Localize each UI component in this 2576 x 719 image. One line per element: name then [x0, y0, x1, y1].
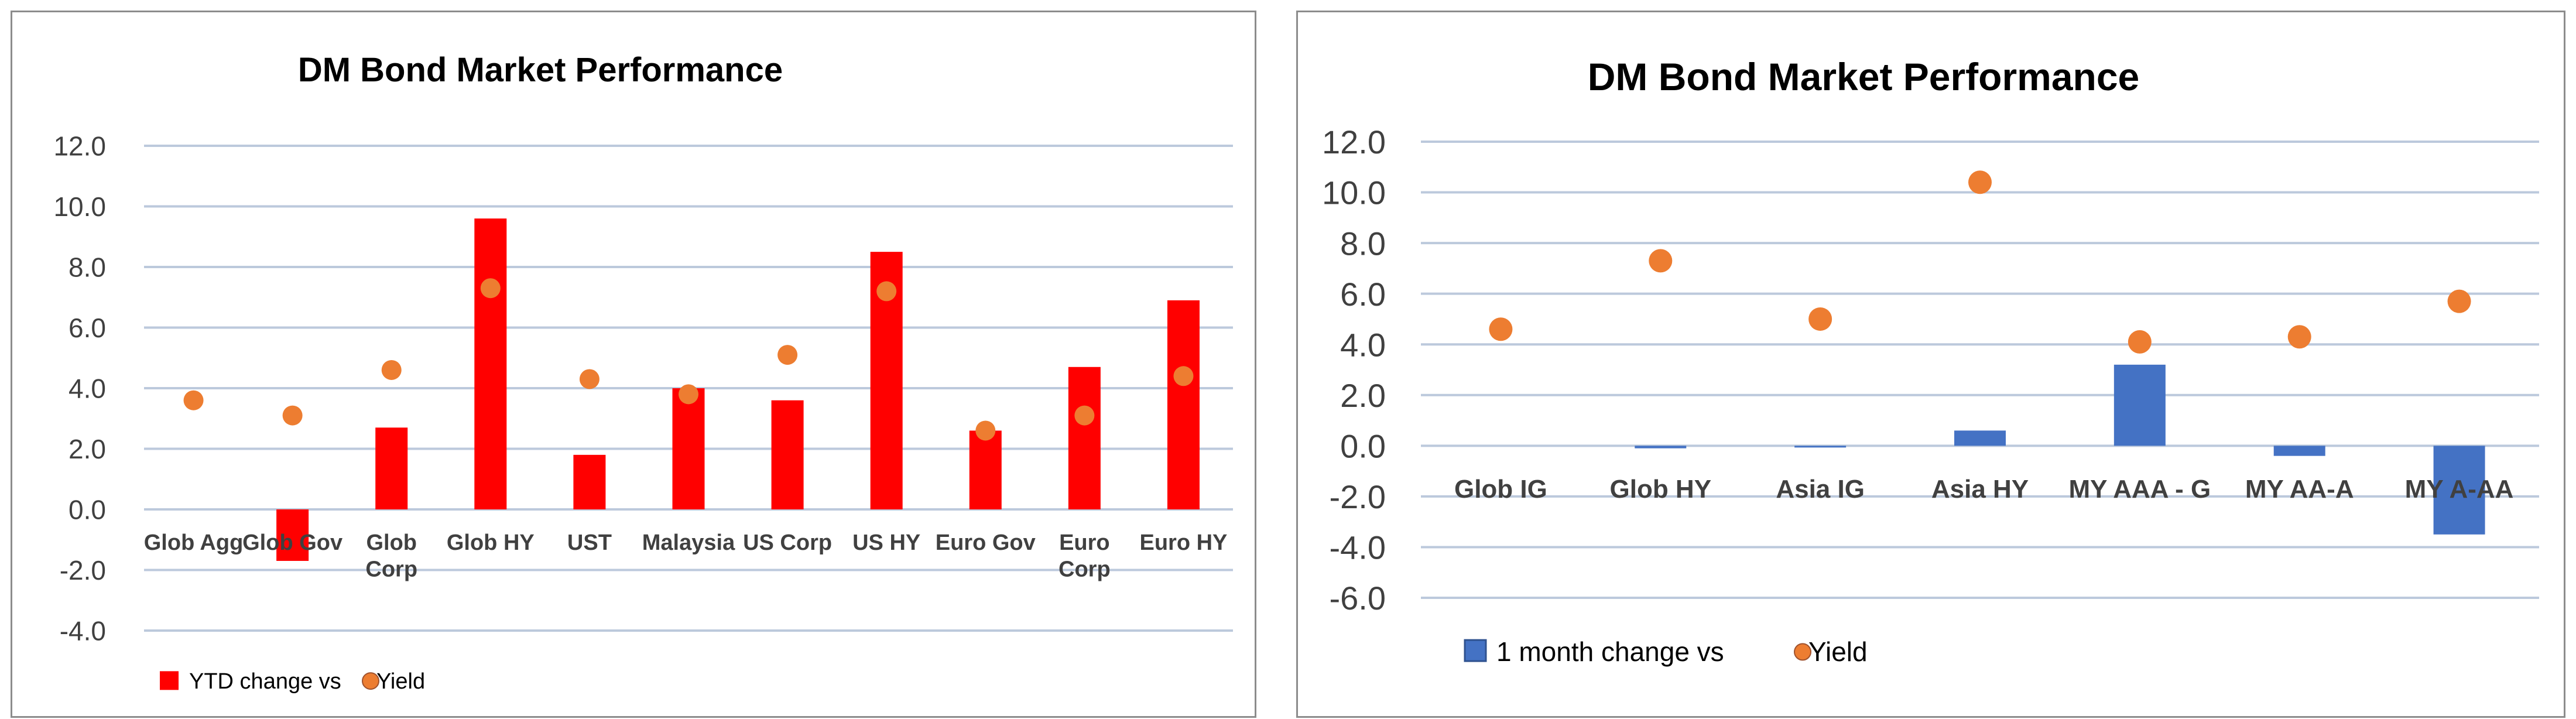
data-point: [1649, 249, 1673, 273]
bar: [375, 427, 408, 509]
legend-marker: [362, 672, 379, 690]
x-tick-label: UST: [567, 530, 612, 555]
data-point: [975, 420, 996, 441]
legend-label: YTD change vs: [189, 669, 341, 694]
y-tick-label: 8.0: [1340, 225, 1386, 262]
y-tick-label: -2.0: [60, 555, 106, 586]
x-tick-label: Glob HY: [1610, 475, 1712, 504]
legend-label: Yield: [1808, 636, 1868, 667]
chart-title: DM Bond Market Performance: [298, 51, 783, 89]
data-point: [1173, 366, 1194, 386]
bar: [276, 509, 309, 561]
y-tick-label: 8.0: [68, 252, 106, 283]
x-tick-label: Malaysia: [642, 530, 735, 555]
x-tick-label: US Corp: [743, 530, 832, 555]
data-point: [777, 345, 798, 365]
y-tick-label: 4.0: [68, 374, 106, 404]
x-tick-label: Euro Corp: [1059, 530, 1111, 582]
y-tick-label: 4.0: [1340, 326, 1386, 363]
legend-label: 1 month change vs: [1496, 636, 1724, 667]
y-tick-label: -4.0: [1330, 529, 1386, 566]
y-tick-label: 12.0: [53, 131, 106, 162]
x-tick-label: Glob Gov: [242, 530, 342, 555]
data-point: [679, 384, 698, 405]
y-tick-label: 2.0: [1340, 377, 1386, 414]
bar: [474, 218, 507, 509]
y-tick-label: -4.0: [60, 616, 106, 646]
bar: [2433, 446, 2485, 535]
x-tick-label: Glob Agg: [144, 530, 244, 555]
bar: [1167, 300, 1200, 509]
y-tick-label: 10.0: [53, 191, 106, 222]
data-point: [579, 369, 600, 389]
x-tick-label: Glob IG: [1454, 475, 1547, 504]
x-tick-label: MY AAA - G: [2068, 475, 2211, 504]
y-tick-label: 0.0: [1340, 427, 1386, 464]
bar: [672, 388, 705, 509]
x-tick-label: Glob HY: [447, 530, 535, 555]
data-point: [1808, 307, 1832, 331]
chart-title: DM Bond Market Performance: [1588, 55, 2140, 98]
x-tick-label: Euro HY: [1140, 530, 1228, 555]
bar: [1794, 446, 1847, 448]
y-tick-label: 2.0: [68, 434, 106, 464]
legend-marker: [1794, 643, 1811, 661]
x-tick-label: Asia IG: [1776, 475, 1865, 504]
y-tick-label: 10.0: [1322, 174, 1386, 211]
data-point: [2128, 330, 2152, 354]
bar: [573, 454, 606, 509]
data-point: [282, 405, 303, 426]
data-point: [381, 360, 402, 380]
left-chart: DM Bond Market Performance 12.0 10.0 8.0 6.…: [53, 51, 1233, 694]
data-point: [2287, 325, 2311, 349]
data-point: [1074, 405, 1095, 426]
y-tick-label: 0.0: [68, 495, 106, 525]
bar: [969, 430, 1002, 509]
legend-swatch: [160, 671, 179, 690]
bar: [2113, 364, 2166, 446]
right-chart: DM Bond Market Performance 12.0 10.0 8.0 6.…: [1322, 55, 2539, 667]
bar: [1635, 446, 1687, 448]
x-tick-label: Glob Corp: [365, 530, 417, 582]
bar: [1068, 367, 1101, 509]
data-point: [2447, 289, 2471, 313]
left-chart-panel: DM Bond Market Performance 12.0 10.0 8.0 6.…: [11, 11, 1256, 718]
legend-label: Yield: [376, 669, 425, 694]
x-tick-label: MY A-AA: [2405, 475, 2514, 504]
x-tick-label: Asia HY: [1931, 475, 2029, 504]
x-tick-label: US HY: [852, 530, 920, 555]
y-tick-label: 6.0: [68, 313, 106, 343]
bar: [2273, 446, 2325, 456]
right-chart-panel: DM Bond Market Performance 12.0 10.0 8.0 6.…: [1296, 11, 2565, 718]
legend-swatch: [1464, 639, 1487, 662]
x-tick-label: Euro Gov: [936, 530, 1036, 555]
data-point: [1489, 317, 1513, 341]
x-tick-label: MY AA-A: [2245, 475, 2354, 504]
data-point: [183, 390, 204, 410]
bar: [771, 400, 804, 509]
data-point: [876, 281, 897, 302]
y-tick-label: 6.0: [1340, 276, 1386, 313]
y-tick-label: -6.0: [1330, 580, 1386, 617]
y-tick-label: 12.0: [1322, 124, 1386, 160]
y-tick-label: -2.0: [1330, 478, 1386, 515]
data-point: [480, 278, 501, 299]
bar: [1954, 430, 2006, 446]
data-point: [1968, 170, 1992, 194]
